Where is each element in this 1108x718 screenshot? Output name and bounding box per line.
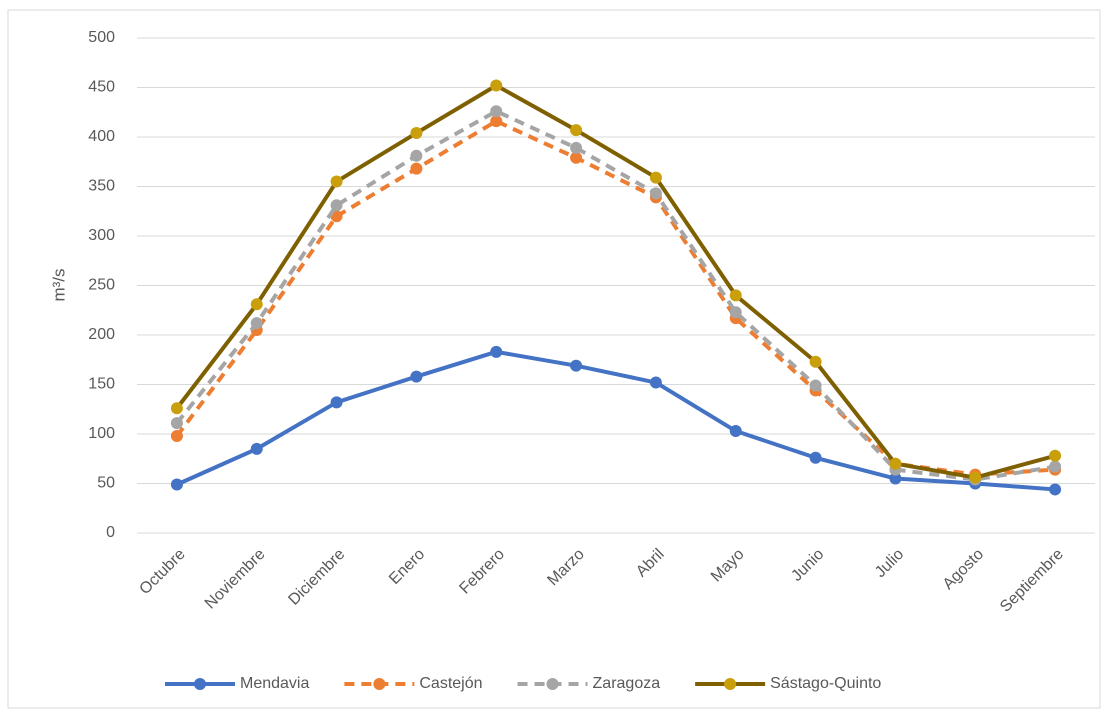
marker bbox=[1049, 460, 1062, 473]
chart-border bbox=[7, 9, 1101, 709]
y-tick-label: 200 bbox=[88, 326, 115, 343]
legend-label: Castejón bbox=[419, 675, 482, 692]
marker bbox=[410, 370, 423, 383]
marker bbox=[729, 425, 742, 438]
series-line bbox=[175, 109, 1056, 482]
series-line bbox=[176, 349, 1056, 492]
series-line bbox=[175, 83, 1056, 480]
marker bbox=[570, 359, 583, 372]
marker bbox=[170, 429, 183, 442]
marker bbox=[330, 175, 343, 188]
y-tick-label: 150 bbox=[88, 376, 115, 393]
legend-marker bbox=[546, 678, 559, 690]
y-axis-label: m³/s bbox=[49, 268, 68, 301]
marker bbox=[410, 149, 423, 162]
y-tick-label: 500 bbox=[88, 29, 115, 46]
legend-label: Sástago-Quinto bbox=[770, 675, 881, 692]
marker bbox=[809, 355, 822, 368]
marker bbox=[649, 187, 662, 200]
marker bbox=[570, 141, 583, 154]
y-tick-label: 250 bbox=[88, 277, 115, 294]
marker bbox=[889, 457, 902, 470]
marker bbox=[410, 127, 423, 140]
y-tick-label: 100 bbox=[88, 425, 115, 442]
y-tick-label: 400 bbox=[88, 128, 115, 145]
y-tick-label: 450 bbox=[88, 79, 115, 96]
legend-label: Mendavia bbox=[240, 675, 309, 692]
marker bbox=[330, 199, 343, 212]
marker bbox=[250, 442, 263, 455]
legend-marker bbox=[724, 678, 737, 690]
y-tick-label: 350 bbox=[88, 178, 115, 195]
legend-marker bbox=[373, 678, 386, 690]
marker bbox=[170, 478, 183, 491]
y-tick-label: 0 bbox=[106, 524, 115, 541]
marker bbox=[170, 417, 183, 430]
marker bbox=[1049, 483, 1062, 496]
marker bbox=[889, 472, 902, 485]
marker bbox=[250, 317, 263, 330]
y-tick-label: 50 bbox=[97, 475, 115, 492]
legend-label: Zaragoza bbox=[593, 675, 661, 692]
marker bbox=[570, 151, 583, 164]
marker bbox=[490, 79, 503, 92]
marker bbox=[809, 379, 822, 392]
marker bbox=[649, 171, 662, 184]
marker bbox=[330, 396, 343, 409]
marker bbox=[809, 451, 822, 464]
marker bbox=[649, 376, 662, 389]
marker bbox=[969, 471, 982, 484]
marker bbox=[490, 115, 503, 128]
legend-marker bbox=[194, 678, 206, 690]
marker bbox=[729, 306, 742, 319]
marker bbox=[570, 124, 583, 137]
marker bbox=[490, 345, 503, 358]
y-tick-label: 300 bbox=[88, 227, 115, 244]
marker bbox=[250, 298, 263, 311]
marker bbox=[170, 402, 183, 415]
marker bbox=[410, 162, 423, 175]
marker bbox=[729, 289, 742, 302]
marker bbox=[490, 105, 503, 118]
marker bbox=[1049, 449, 1062, 462]
